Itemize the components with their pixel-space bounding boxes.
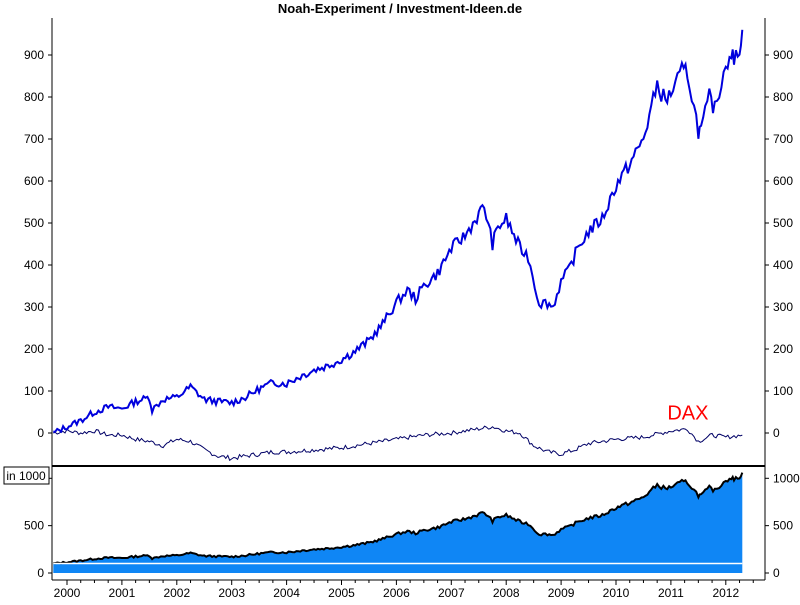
y-tick-label-right: 700 [773, 132, 793, 146]
y-tick-label-right: 800 [773, 90, 793, 104]
y-tick-label-left: 900 [24, 48, 44, 62]
dax-series [53, 425, 743, 462]
y-tick-label-right: 100 [773, 384, 793, 398]
x-tick-label: 2002 [163, 586, 190, 600]
y-tick-label-left: 600 [24, 174, 44, 188]
y-tick-label-left: 500 [24, 216, 44, 230]
y-tick-label-left: 100 [24, 384, 44, 398]
y-tick-label-right: 600 [773, 174, 793, 188]
x-tick-label: 2011 [658, 586, 684, 600]
y-tick-label-left: 800 [24, 90, 44, 104]
y-tick-label-right: 400 [773, 258, 793, 272]
y-tick-label-right: 900 [773, 48, 793, 62]
y-tick-label-right: 0 [773, 426, 780, 440]
upper-y-ticks: 0 0 100 100 200 200 300 300 400 400 500 500 600 600 70… [24, 48, 793, 440]
x-tick-label: 2006 [383, 586, 410, 600]
x-tick-label: 2003 [218, 586, 245, 600]
area-series [53, 472, 744, 573]
y-tick-label-left: 400 [24, 258, 44, 272]
units-label: in 1000 [6, 469, 46, 483]
x-tick-label: 2012 [712, 586, 739, 600]
chart-title: Noah-Experiment / Investment-Ideen.de [278, 1, 522, 16]
y-tick-label-left: 200 [24, 342, 44, 356]
x-tick-label: 2009 [548, 586, 575, 600]
x-tick-label: 2005 [328, 586, 355, 600]
noah-line [53, 29, 744, 434]
y-tick-label-right: 200 [773, 342, 793, 356]
x-tick-label: 2001 [109, 586, 136, 600]
x-tick-label: 2004 [273, 586, 300, 600]
y-tick-label-right: 500 [773, 216, 793, 230]
main-line-panel: 0 0 100 100 200 200 300 300 400 400 500 500 600 600 70… [24, 18, 793, 466]
lower-y-tick-label-right: 0 [773, 566, 780, 580]
y-tick-label-left: 300 [24, 300, 44, 314]
y-tick-label-left: 700 [24, 132, 44, 146]
lower-y-tick-label-left: 500 [24, 519, 44, 533]
x-axis-ticks: 2000 2001 2002 2003 2004 2005 2006 2007 2008 2009… [54, 580, 754, 600]
noah-series [53, 29, 744, 434]
units-box [3, 466, 50, 485]
x-tick-label: 2007 [438, 586, 465, 600]
dax-annotation: DAX [667, 402, 708, 424]
area-fill [53, 472, 743, 573]
volume-panel: 0050050010001000 in 1000 [3, 466, 800, 580]
x-tick-label: 2000 [54, 586, 81, 600]
lower-y-tick-label-right: 1000 [773, 471, 800, 485]
lower-y-tick-label-right: 500 [773, 519, 793, 533]
dax-line [53, 425, 743, 462]
area-outline [53, 472, 744, 565]
x-tick-label: 2010 [603, 586, 630, 600]
x-tick-label: 2008 [493, 586, 520, 600]
lower-y-tick-label-left: 0 [37, 566, 44, 580]
y-tick-label-left: 0 [37, 426, 44, 440]
y-tick-label-right: 300 [773, 300, 793, 314]
